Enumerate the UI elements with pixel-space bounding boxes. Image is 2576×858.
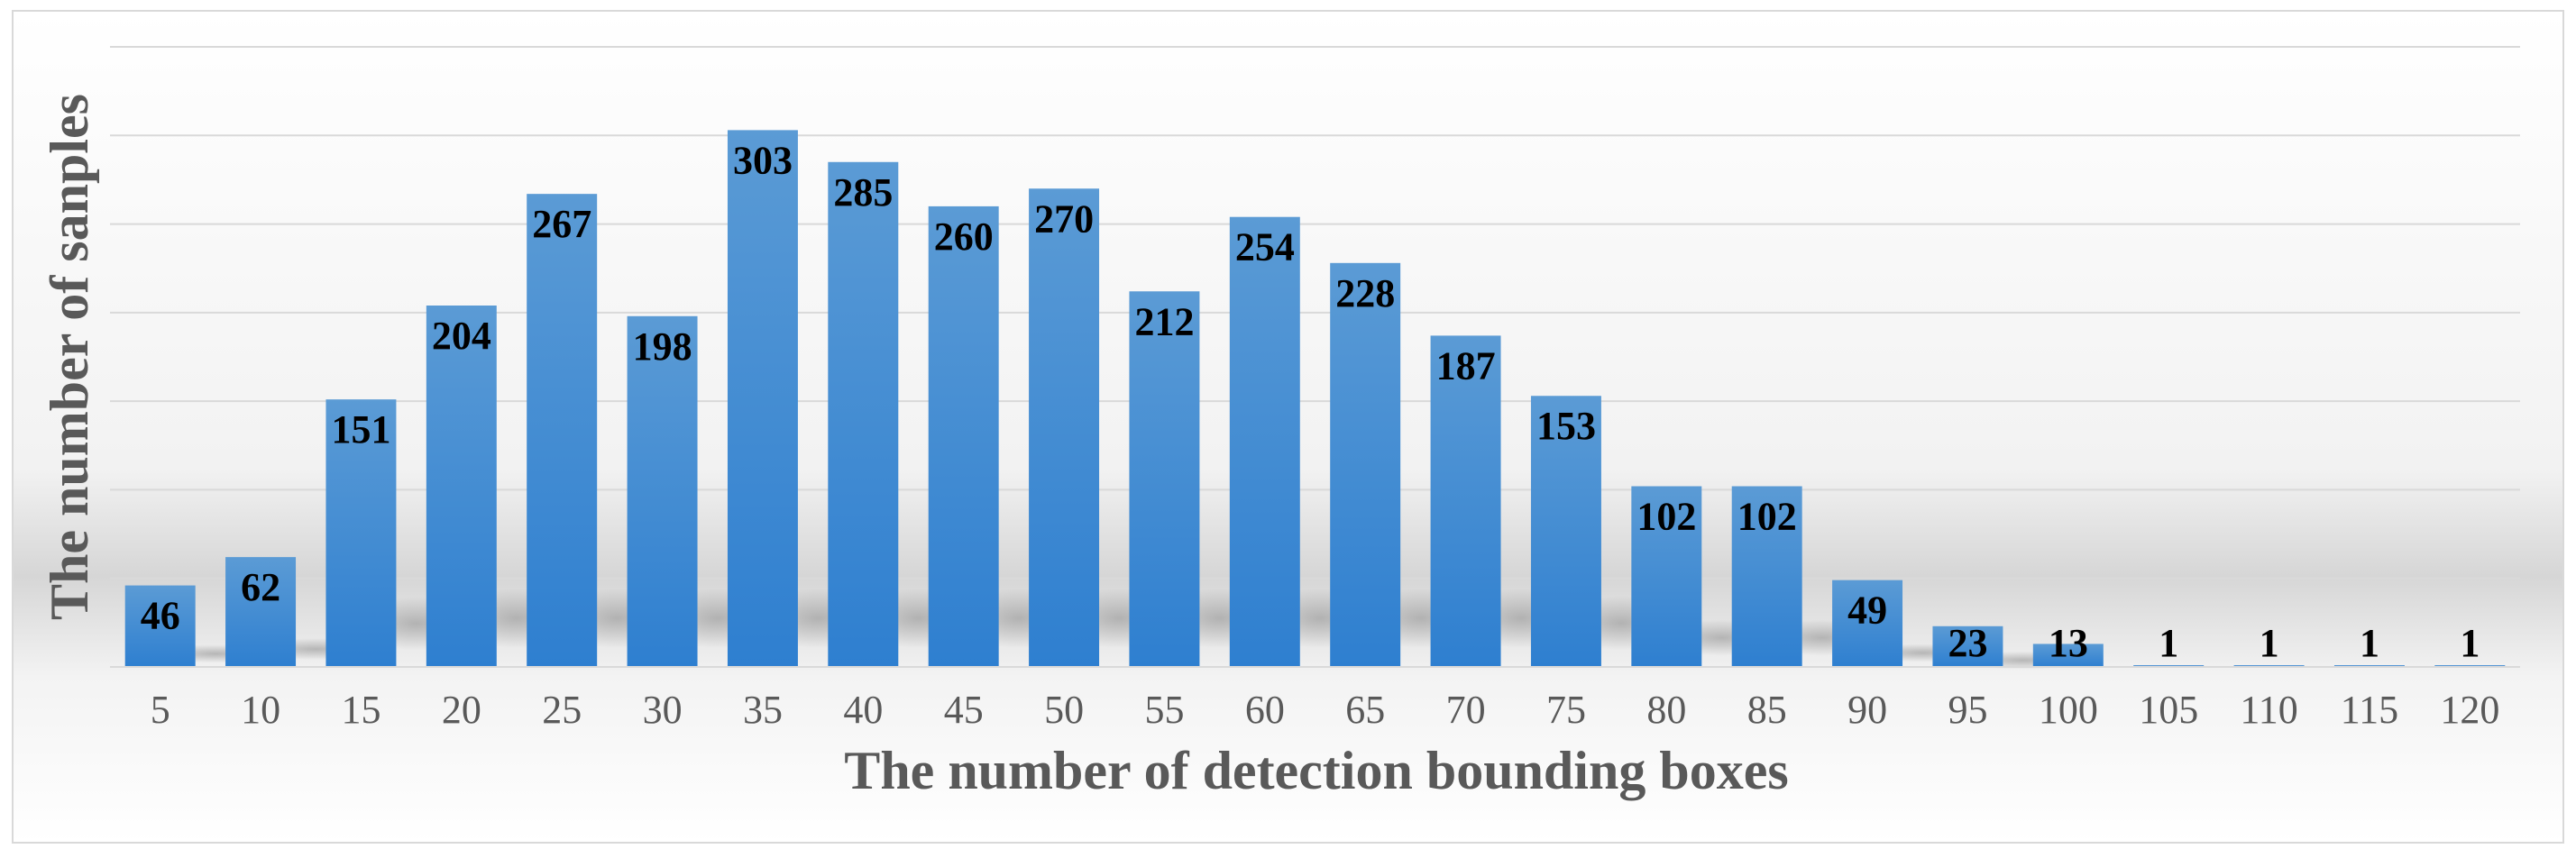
x-axis-title: The number of detection bounding boxes xyxy=(844,741,1788,800)
bar xyxy=(1229,216,1300,668)
y-axis-title: The number of sanples xyxy=(40,94,99,620)
x-tick-label: 50 xyxy=(1044,688,1084,732)
x-tick-label: 80 xyxy=(1646,688,1686,732)
bar xyxy=(627,315,698,667)
bar xyxy=(124,585,196,667)
x-tick-label: 115 xyxy=(2341,688,2398,732)
bar xyxy=(1430,335,1501,667)
bar xyxy=(1832,580,1903,667)
bar xyxy=(1129,291,1200,667)
x-tick-label: 85 xyxy=(1747,688,1787,732)
bar xyxy=(1731,486,1802,667)
data-label: 1 xyxy=(2360,621,2379,665)
data-label: 285 xyxy=(833,170,893,214)
x-tick-label: 70 xyxy=(1446,688,1486,732)
data-label: 153 xyxy=(1536,404,1596,448)
x-tick-label: 40 xyxy=(843,688,883,732)
bars xyxy=(124,130,2506,668)
bar xyxy=(727,130,798,668)
x-axis-ticks: 5 10 15 20 25 30 35 40 45 50 55 60 65 70 75 80 85 90 95 100… xyxy=(151,688,2500,732)
data-label: 62 xyxy=(241,565,280,609)
bar xyxy=(325,399,397,667)
data-label: 1 xyxy=(2159,621,2178,665)
data-label: 13 xyxy=(2049,621,2088,665)
x-tick-label: 15 xyxy=(341,688,380,732)
bar xyxy=(426,305,497,667)
bar xyxy=(1530,396,1601,667)
data-label: 151 xyxy=(331,407,390,452)
bar xyxy=(1631,486,1702,667)
data-label: 102 xyxy=(1636,494,1696,538)
x-tick-label: 120 xyxy=(2440,688,2499,732)
x-tick-label: 95 xyxy=(1948,688,1987,732)
bar xyxy=(2032,644,2104,667)
data-label: 254 xyxy=(1235,225,1295,269)
data-label: 23 xyxy=(1948,621,1987,665)
gridlines xyxy=(110,46,2520,580)
x-tick-label: 5 xyxy=(151,688,170,732)
data-label: 49 xyxy=(1847,589,1887,633)
x-tick-label: 55 xyxy=(1144,688,1184,732)
x-tick-label: 110 xyxy=(2240,688,2297,732)
x-tick-label: 45 xyxy=(944,688,984,732)
bar xyxy=(527,194,598,667)
bar xyxy=(928,205,999,667)
x-tick-label: 90 xyxy=(1847,688,1887,732)
x-tick-label: 20 xyxy=(442,688,481,732)
data-label: 267 xyxy=(532,202,591,246)
data-label: 212 xyxy=(1134,299,1194,343)
data-label: 102 xyxy=(1737,494,1797,538)
data-label: 1 xyxy=(2260,621,2279,665)
data-label: 187 xyxy=(1436,343,1496,388)
data-labels: 46 62 151 204 267 198 303 285 260 270 212 254 228 187… xyxy=(141,138,2480,665)
bar xyxy=(828,161,899,667)
data-label: 228 xyxy=(1335,271,1395,315)
data-label: 303 xyxy=(733,138,793,182)
bar xyxy=(1029,188,1100,667)
data-label: 198 xyxy=(633,324,692,369)
x-tick-label: 100 xyxy=(2039,688,2098,732)
x-tick-label: 10 xyxy=(241,688,280,732)
x-tick-label: 35 xyxy=(743,688,783,732)
x-tick-label: 60 xyxy=(1245,688,1285,732)
bar xyxy=(225,557,297,667)
data-label: 204 xyxy=(432,314,491,358)
x-tick-label: 65 xyxy=(1345,688,1385,732)
data-label: 260 xyxy=(934,214,994,259)
data-label: 1 xyxy=(2460,621,2480,665)
x-tick-label: 25 xyxy=(542,688,582,732)
data-label: 46 xyxy=(141,594,180,638)
x-tick-label: 105 xyxy=(2139,688,2198,732)
data-label: 270 xyxy=(1034,196,1094,241)
x-tick-label: 75 xyxy=(1546,688,1586,732)
bar xyxy=(1932,625,2003,667)
x-tick-label: 30 xyxy=(643,688,683,732)
bar xyxy=(1330,262,1401,667)
